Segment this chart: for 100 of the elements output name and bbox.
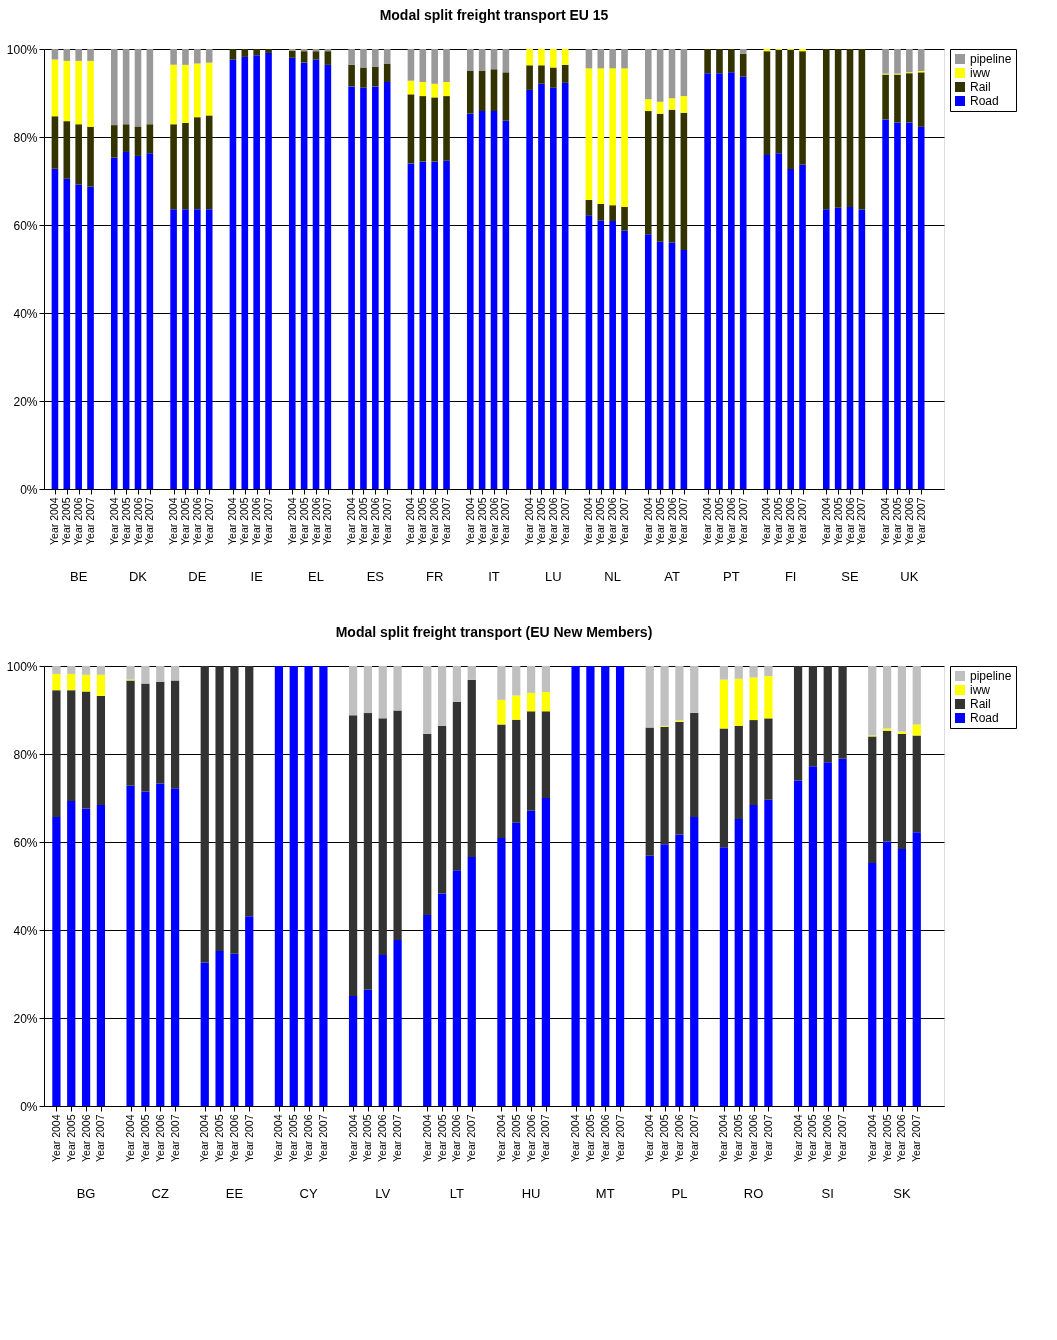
x-tick-label: Year 2006 (450, 1114, 463, 1162)
x-tick-label: Year 2004 (760, 497, 773, 545)
x-tick-label: Year 2004 (346, 1114, 359, 1162)
x-tick-label: Year 2004 (124, 1114, 137, 1162)
legend-label: Rail (970, 697, 991, 711)
x-tick-label: Year 2006 (606, 497, 619, 545)
y-tick-label: 60% (13, 218, 38, 233)
x-tick-label: Year 2007 (914, 497, 927, 545)
text: LU (545, 569, 562, 584)
x-tick-label: Year 2005 (64, 1114, 77, 1162)
legend-label: Rail (970, 80, 991, 94)
x-tick-label: Year 2006 (784, 497, 797, 545)
x-tick-label: Year 2006 (843, 497, 856, 545)
x-tick-label: Year 2007 (380, 497, 393, 545)
legend-label: Road (970, 94, 999, 108)
x-tick-label: Year 2005 (138, 1114, 151, 1162)
y-tick-label: 20% (13, 394, 38, 409)
x-tick-label: Year 2005 (238, 497, 251, 545)
y-tick-label: 0% (20, 482, 38, 497)
x-tick-label: Year 2004 (420, 1114, 433, 1162)
x-tick-label: Year 2005 (178, 497, 191, 545)
x-tick-label: Year 2007 (539, 1114, 552, 1162)
x-tick-label: Year 2007 (613, 1114, 626, 1162)
y-tick-label: 20% (13, 1011, 38, 1026)
x-tick-label: Year 2007 (391, 1114, 404, 1162)
x-tick-label: Year 2006 (153, 1114, 166, 1162)
x-tick-label: Year 2005 (356, 497, 369, 545)
x-tick-label: Year 2005 (806, 1114, 819, 1162)
x-tick-label: Year 2004 (107, 497, 120, 545)
x-tick-label: Year 2004 (865, 1114, 878, 1162)
x-tick-label: Year 2006 (302, 1114, 315, 1162)
text: LT (449, 1186, 465, 1201)
text: SK (893, 1186, 911, 1201)
x-tick-label: Year 2006 (72, 497, 85, 545)
text: RO (743, 1186, 764, 1201)
x-tick-label: Year 2007 (94, 1114, 107, 1162)
x-tick-label: Year 2004 (49, 1114, 62, 1162)
text: ES (366, 569, 385, 584)
x-tick-label: Year 2007 (836, 1114, 849, 1162)
text: EL (308, 569, 324, 584)
y-tick-label: 40% (13, 306, 38, 321)
text: IT (488, 569, 500, 584)
x-tick-label: Year 2005 (361, 1114, 374, 1162)
text: IE (250, 569, 264, 584)
x-tick-label: Year 2005 (772, 497, 785, 545)
x-tick-label: Year 2006 (524, 1114, 537, 1162)
chart-title: Modal split freight transport EU 15 (379, 7, 609, 23)
text: BG (76, 1186, 96, 1201)
x-tick-label: Year 2004 (641, 497, 654, 545)
text: BE (69, 569, 88, 584)
x-tick-label: Year 2005 (435, 1114, 448, 1162)
x-tick-label: Year 2006 (227, 1114, 240, 1162)
x-tick-label: Year 2004 (272, 1114, 285, 1162)
x-tick-label: Year 2006 (190, 497, 203, 545)
x-tick-label: Year 2005 (658, 1114, 671, 1162)
x-tick-label: Year 2005 (653, 497, 666, 545)
x-tick-label: Year 2006 (598, 1114, 611, 1162)
x-tick-label: Year 2005 (287, 1114, 300, 1162)
x-tick-label: Year 2007 (677, 497, 690, 545)
x-tick-label: Year 2005 (583, 1114, 596, 1162)
x-tick-label: Year 2005 (119, 497, 132, 545)
x-tick-label: Year 2004 (167, 497, 180, 545)
x-tick-label: Year 2007 (143, 497, 156, 545)
x-tick-label: Year 2004 (701, 497, 714, 545)
text: PT (723, 569, 740, 584)
x-tick-label: Year 2006 (747, 1114, 760, 1162)
x-tick-label: Year 2006 (724, 497, 737, 545)
x-tick-label: Year 2004 (643, 1114, 656, 1162)
y-tick-label: 100% (6, 42, 38, 57)
x-tick-label: Year 2007 (618, 497, 631, 545)
legend-label: iww (970, 683, 991, 697)
x-tick-label: Year 2006 (895, 1114, 908, 1162)
x-tick-label: Year 2005 (712, 497, 725, 545)
text: SE (841, 569, 859, 584)
x-tick-label: Year 2005 (213, 1114, 226, 1162)
x-tick-label: Year 2004 (345, 497, 358, 545)
x-tick-label: Year 2005 (297, 497, 310, 545)
x-tick-label: Year 2004 (226, 497, 239, 545)
x-tick-label: Year 2006 (79, 1114, 92, 1162)
x-tick-label: Year 2006 (665, 497, 678, 545)
x-tick-label: Year 2007 (168, 1114, 181, 1162)
x-tick-label: Year 2004 (494, 1114, 507, 1162)
y-tick-label: 0% (20, 1099, 38, 1114)
text: PL (671, 1186, 688, 1201)
x-tick-label: Year 2004 (569, 1114, 582, 1162)
x-tick-label: Year 2004 (582, 497, 595, 545)
x-tick-label: Year 2007 (84, 497, 97, 545)
text: AT (664, 569, 680, 584)
x-tick-label: Year 2005 (60, 497, 73, 545)
text: DE (188, 569, 207, 584)
x-tick-label: Year 2007 (316, 1114, 329, 1162)
x-tick-label: Year 2007 (687, 1114, 700, 1162)
x-tick-label: Year 2005 (831, 497, 844, 545)
x-tick-label: Year 2007 (440, 497, 453, 545)
x-tick-label: Year 2004 (819, 497, 832, 545)
x-tick-label: Year 2006 (546, 497, 559, 545)
text: DK (128, 569, 148, 584)
x-tick-label: Year 2006 (821, 1114, 834, 1162)
text: MT (595, 1186, 615, 1201)
y-tick-label: 60% (13, 835, 38, 850)
